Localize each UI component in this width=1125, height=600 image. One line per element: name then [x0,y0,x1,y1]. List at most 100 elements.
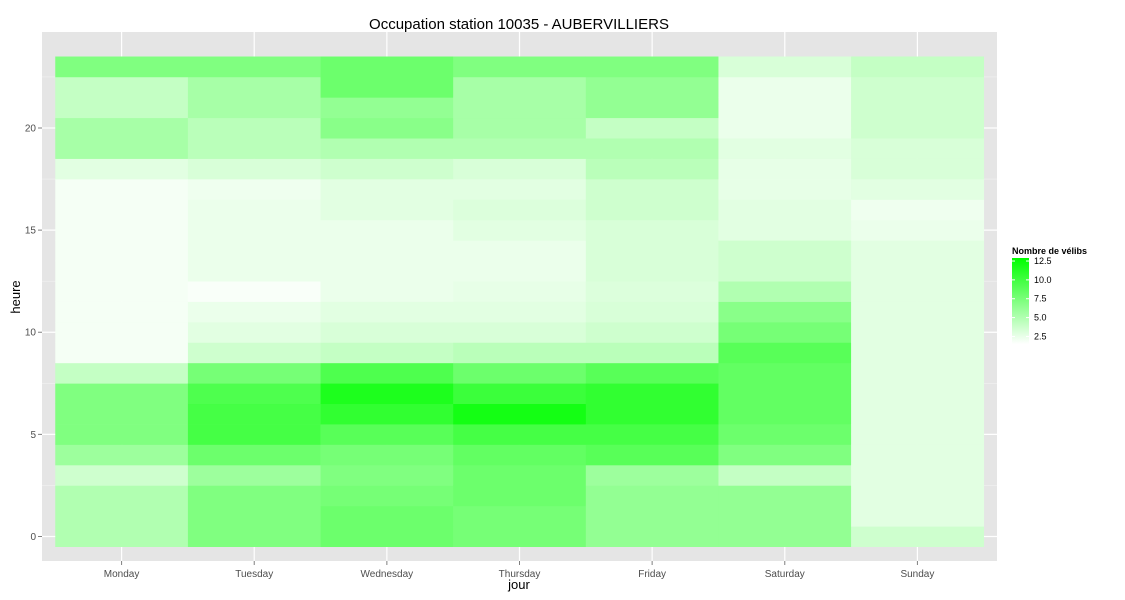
heatmap-tile [320,240,454,262]
heatmap-tile [187,240,321,262]
heatmap-tile [320,444,454,466]
heatmap-tile [718,138,852,159]
heatmap-tile [453,342,587,364]
heatmap-tile [453,362,587,384]
heatmap-tile [585,260,719,282]
heatmap-tile [585,424,719,445]
heatmap-tile [851,219,985,241]
heatmap-tile [320,117,454,139]
heatmap-tile [55,199,189,221]
heatmap-tile [187,383,321,405]
heatmap-tile [585,219,719,241]
heatmap-tile [187,342,321,364]
heatmap-tile [187,179,321,200]
heatmap-tile [187,56,321,78]
heatmap-tile [718,158,852,180]
legend-label: 5.0 [1034,313,1047,323]
legend-ticks: 2.5 5.0 7.5 10.0 12.5 [1012,256,1052,341]
heatmap-tile [851,56,985,78]
x-tick-label: Wednesday [361,569,414,580]
heatmap-tile [585,362,719,384]
x-axis: Monday Tuesday Wednesday Thursday Friday Satu… [104,561,934,580]
heatmap-tile [453,158,587,180]
heatmap-tile [718,240,852,262]
heatmap-tile [718,362,852,384]
heatmap-tile [55,322,189,343]
heatmap-tile [55,281,189,302]
heatmap-tile [851,301,985,323]
heatmap-tile [851,505,985,527]
heatmap-tile [55,97,189,119]
heatmap-tile [320,179,454,200]
heatmap-tile [585,76,719,98]
heatmap-tile [718,97,852,119]
heatmap-tile [55,526,189,548]
heatmap-tile [55,362,189,384]
heatmap-tile [851,342,985,364]
heatmap-tile [55,505,189,527]
heatmap-tile [187,219,321,241]
y-axis-title: heure [8,280,23,313]
y-tick-label: 15 [25,226,37,237]
heatmap-tile [453,138,587,159]
heatmap-tile [55,76,189,98]
heatmap-tile [453,526,587,548]
heatmap-tile [55,301,189,323]
heatmap-tile [718,444,852,466]
heatmap-tile [453,301,587,323]
heatmap-tile [187,485,321,507]
heatmap-tile [585,526,719,548]
heatmap-tile [320,342,454,364]
heatmap-tile [453,219,587,241]
heatmap-tile [851,97,985,119]
heatmap-tile [320,505,454,527]
heatmap-tile [453,485,587,507]
heatmap-tiles [55,56,985,548]
x-tick-label: Tuesday [235,569,273,580]
heatmap-tile [585,179,719,200]
heatmap-tile [851,240,985,262]
heatmap-tile [320,158,454,180]
heatmap-tile [55,383,189,405]
heatmap-tile [187,424,321,445]
heatmap-tile [851,322,985,343]
heatmap-tile [187,97,321,119]
heatmap-tile [55,342,189,364]
heatmap-tile [851,179,985,200]
heatmap-tile [453,260,587,282]
heatmap-tile [718,322,852,343]
heatmap-tile [453,383,587,405]
heatmap-tile [320,138,454,159]
heatmap-tile [585,301,719,323]
heatmap-tile [320,281,454,302]
x-tick-label: Thursday [499,569,541,580]
heatmap-tile [55,403,189,425]
heatmap-tile [453,322,587,343]
heatmap-tile [718,383,852,405]
heatmap-tile [851,260,985,282]
heatmap-tile [718,219,852,241]
heatmap-tile [320,465,454,486]
heatmap-tile [55,240,189,262]
heatmap-tile [55,179,189,200]
heatmap-tile [851,76,985,98]
heatmap-tile [851,199,985,221]
heatmap-tile [55,444,189,466]
heatmap-tile [851,444,985,466]
heatmap-tile [851,526,985,548]
heatmap-tile [718,424,852,445]
legend: Nombre de vélibs 2.5 5.0 7.5 10.0 12.5 [1012,246,1087,344]
heatmap-tile [453,281,587,302]
heatmap-tile [453,424,587,445]
y-tick-label: 5 [30,430,36,441]
heatmap-tile [585,444,719,466]
heatmap-tile [718,281,852,302]
heatmap-tile [320,424,454,445]
heatmap-tile [187,362,321,384]
heatmap-tile [453,240,587,262]
heatmap-tile [851,158,985,180]
heatmap-tile [55,56,189,78]
heatmap-tile [851,424,985,445]
heatmap-tile [851,117,985,139]
heatmap-tile [453,465,587,486]
